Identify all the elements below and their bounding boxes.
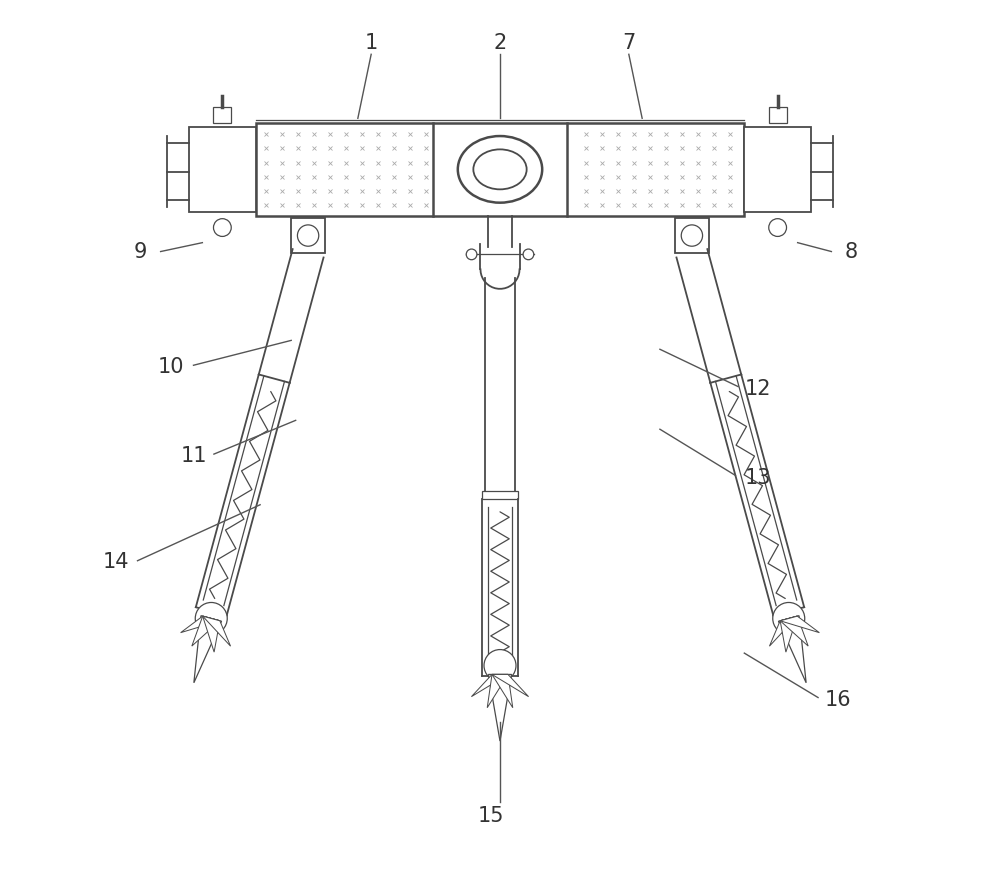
Polygon shape xyxy=(488,674,512,741)
Bar xyxy=(744,127,811,212)
Polygon shape xyxy=(778,616,806,683)
Bar xyxy=(482,492,518,499)
Text: 16: 16 xyxy=(824,690,851,710)
Circle shape xyxy=(484,650,516,681)
Bar xyxy=(769,106,787,122)
Polygon shape xyxy=(769,616,797,646)
Ellipse shape xyxy=(458,136,542,203)
Text: 1: 1 xyxy=(365,33,378,53)
Text: 12: 12 xyxy=(744,379,771,400)
Polygon shape xyxy=(780,616,808,646)
Polygon shape xyxy=(492,674,513,708)
Text: 14: 14 xyxy=(103,552,129,572)
Bar xyxy=(256,122,744,216)
Polygon shape xyxy=(192,616,220,646)
Text: 15: 15 xyxy=(478,805,504,826)
Circle shape xyxy=(213,219,231,236)
Polygon shape xyxy=(487,674,508,708)
Polygon shape xyxy=(780,616,819,633)
Text: 2: 2 xyxy=(493,33,507,53)
Circle shape xyxy=(466,249,477,260)
Ellipse shape xyxy=(473,149,527,190)
Polygon shape xyxy=(203,616,220,652)
Polygon shape xyxy=(181,616,220,633)
Polygon shape xyxy=(471,674,508,696)
Text: 13: 13 xyxy=(744,468,771,488)
Circle shape xyxy=(773,603,805,635)
Circle shape xyxy=(297,225,319,246)
Circle shape xyxy=(769,219,787,236)
Polygon shape xyxy=(203,616,231,646)
Polygon shape xyxy=(194,616,222,683)
Text: 11: 11 xyxy=(180,446,207,466)
Circle shape xyxy=(681,225,703,246)
Circle shape xyxy=(523,249,534,260)
Bar xyxy=(675,218,709,253)
Text: 7: 7 xyxy=(622,33,635,53)
Bar xyxy=(213,106,231,122)
Circle shape xyxy=(195,603,227,635)
Bar xyxy=(189,127,256,212)
Polygon shape xyxy=(780,616,797,652)
Text: 8: 8 xyxy=(844,241,857,262)
Text: 10: 10 xyxy=(158,357,185,377)
Polygon shape xyxy=(492,674,529,696)
Text: 9: 9 xyxy=(133,241,147,262)
Bar xyxy=(291,218,325,253)
